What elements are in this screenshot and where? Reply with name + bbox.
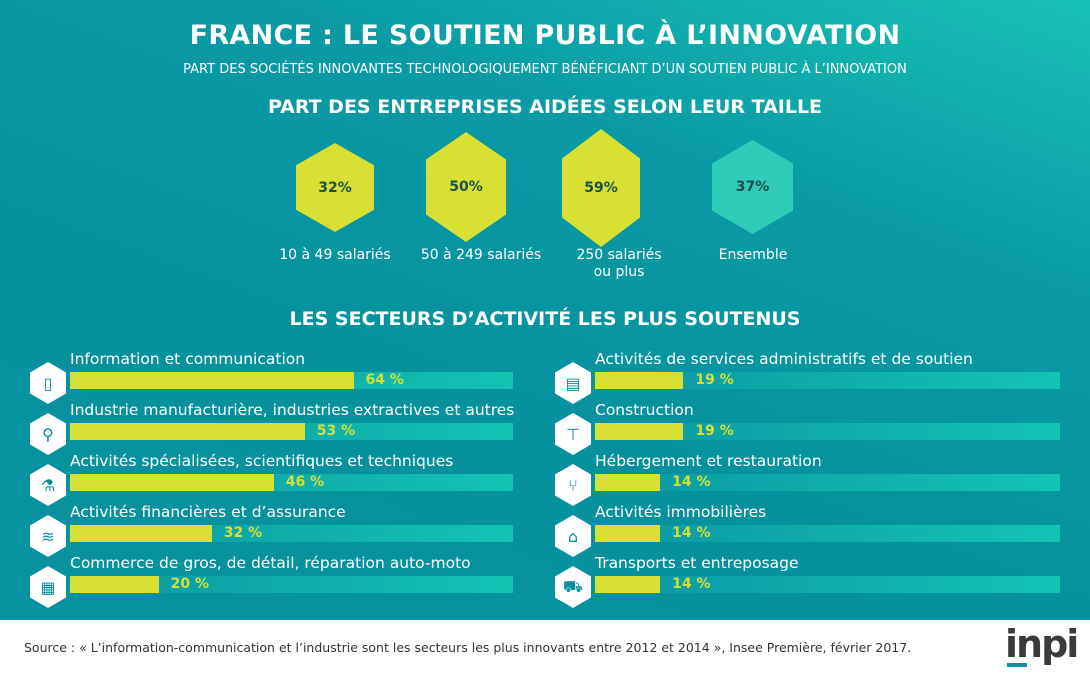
chart-screen-icon: ≋ <box>30 515 66 557</box>
sector-label: Transports et entreposage <box>595 554 799 572</box>
sector-row: ▤ Activités de services administratifs et… <box>555 350 1060 404</box>
hexagon-category-label: 50 à 249 salariés <box>420 247 542 263</box>
document-icon: ▤ <box>555 362 591 404</box>
bar-track: 32 % <box>70 525 513 542</box>
bar-value-label: 32 % <box>223 525 263 541</box>
sector-label: Construction <box>595 401 694 419</box>
house-icon: ⌂ <box>555 515 591 557</box>
hexagon-category-label: 250 salariés ou plus <box>576 247 662 280</box>
tablet-icon: ▯ <box>30 362 66 404</box>
logo-underline <box>1007 663 1027 667</box>
caliper-icon: ⚲ <box>30 413 66 455</box>
bar-value-label: 19 % <box>695 423 734 439</box>
shop-icon: ▦ <box>30 566 66 608</box>
bar-track: 53 % <box>70 423 513 440</box>
microscope-icon: ⚗ <box>30 464 66 506</box>
bar-track: 20 % <box>70 576 513 593</box>
sector-label: Commerce de gros, de détail, réparation … <box>70 554 471 572</box>
sector-label: Activités immobilières <box>595 503 767 521</box>
crane-icon: ⊤ <box>555 413 591 455</box>
bar-fill <box>70 423 305 440</box>
bar-track: 14 % <box>595 576 1060 593</box>
bar-fill <box>70 474 274 491</box>
bar-value-label: 20 % <box>170 576 209 592</box>
bar-value-label: 46 % <box>285 474 325 490</box>
hexagon-category-label: Ensemble <box>718 247 788 263</box>
infographic-panel <box>0 0 1090 620</box>
sector-row: ▦ Commerce de gros, de détail, réparation… <box>30 554 513 608</box>
bar-fill <box>595 576 661 593</box>
bar-track: 19 % <box>595 372 1060 389</box>
sector-label: Activités spécialisées, scientifiques et… <box>70 452 454 470</box>
bar-track: 14 % <box>595 525 1060 542</box>
hexagon-value: 37% <box>712 140 793 234</box>
sector-row: ▯ Information et communication 64 % <box>30 350 513 404</box>
bar-value-label: 14 % <box>672 525 711 541</box>
page-title: FRANCE : LE SOUTIEN PUBLIC À L’INNOVATIO… <box>189 20 901 51</box>
bar-fill <box>70 525 212 542</box>
bar-track: 14 % <box>595 474 1060 491</box>
sector-section-title: LES SECTEURS D’ACTIVITÉ LES PLUS SOUTENU… <box>289 308 801 330</box>
sector-row: ⛟ Transports et entreposage 14 % <box>555 554 1060 608</box>
sector-row: ⊤ Construction 19 % <box>555 401 1060 455</box>
sector-label: Industrie manufacturière, industries ext… <box>70 401 515 419</box>
truck-icon: ⛟ <box>555 566 591 608</box>
page-subtitle: PART DES SOCIÉTÉS INNOVANTES TECHNOLOGIQ… <box>183 62 907 77</box>
bar-value-label: 64 % <box>365 372 404 388</box>
sector-label: Activités de services administratifs et … <box>595 350 973 368</box>
bar-value-label: 53 % <box>316 423 356 439</box>
bar-fill <box>70 576 159 593</box>
bar-fill <box>595 423 684 440</box>
bar-value-label: 19 % <box>695 372 734 388</box>
bar-value-label: 14 % <box>672 474 711 490</box>
hexagon-value: 59% <box>562 129 640 247</box>
bar-fill <box>595 372 684 389</box>
sector-label: Activités financières et d’assurance <box>70 503 346 521</box>
sector-row: ⑂ Hébergement et restauration 14 % <box>555 452 1060 506</box>
bar-fill <box>595 474 661 491</box>
bar-fill <box>595 525 661 542</box>
sector-row: ⌂ Activités immobilières 14 % <box>555 503 1060 557</box>
bar-track: 64 % <box>70 372 513 389</box>
hexagon-category-label: 10 à 49 salariés <box>279 247 391 263</box>
hexagon-value: 50% <box>426 132 506 242</box>
sector-row: ⚲ Industrie manufacturière, industries ex… <box>30 401 515 455</box>
sector-label: Hébergement et restauration <box>595 452 822 470</box>
size-section-title: PART DES ENTREPRISES AIDÉES SELON LEUR T… <box>267 96 823 118</box>
sector-row: ≋ Activités financières et d’assurance 32 … <box>30 503 513 557</box>
bar-track: 46 % <box>70 474 513 491</box>
cutlery-icon: ⑂ <box>555 464 591 506</box>
source-note: Source : « L’information-communication e… <box>24 640 912 655</box>
sector-label: Information et communication <box>70 350 306 368</box>
inpi-logo: inpi <box>1005 622 1079 666</box>
bar-track: 19 % <box>595 423 1060 440</box>
bar-fill <box>70 372 354 389</box>
sector-row: ⚗ Activités spécialisées, scientifiques e… <box>30 452 513 506</box>
bar-value-label: 14 % <box>672 576 711 592</box>
